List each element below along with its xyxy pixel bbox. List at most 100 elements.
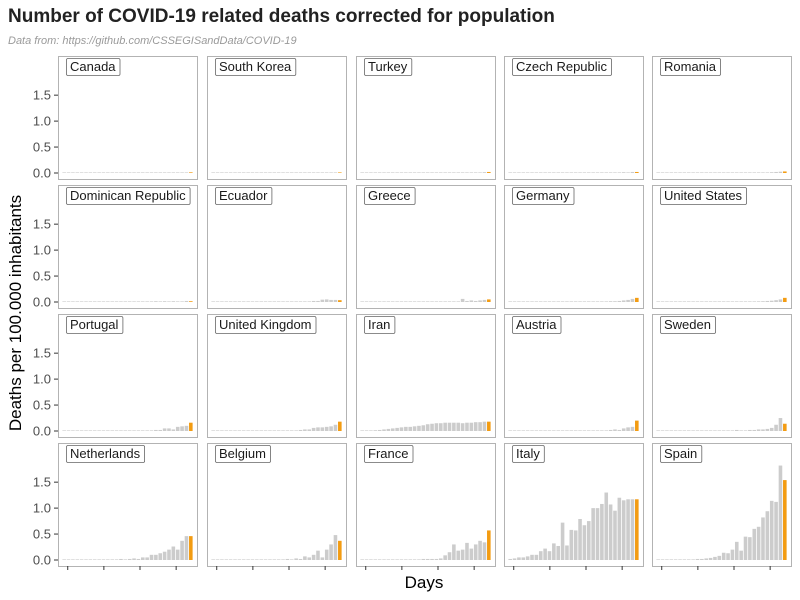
bar: [259, 301, 264, 302]
bar: [399, 172, 404, 173]
panel-label: Canada: [70, 59, 116, 74]
bar: [311, 300, 316, 302]
bar: [578, 172, 582, 173]
bar: [769, 300, 774, 302]
bar: [586, 521, 591, 560]
bar: [708, 172, 713, 173]
bar: [478, 422, 482, 431]
bar: [665, 172, 669, 173]
bar: [228, 301, 233, 302]
bar: [399, 559, 404, 560]
bar: [713, 172, 717, 173]
bar: [525, 430, 530, 431]
bar: [673, 172, 678, 173]
bar: [713, 301, 717, 302]
bar: [669, 172, 674, 173]
bar: [586, 430, 591, 431]
bar: [395, 172, 399, 173]
bar: [228, 172, 233, 173]
bar: [569, 430, 574, 431]
y-tick-label: 1.0: [33, 243, 51, 258]
bar: [66, 172, 71, 173]
bar: [673, 301, 678, 302]
y-tick-label: 0.5: [33, 140, 51, 155]
bar: [469, 172, 474, 173]
bar: [220, 301, 224, 302]
bar: [377, 172, 382, 173]
panel-label: Belgium: [219, 446, 266, 461]
bar: [373, 430, 378, 431]
bar: [765, 172, 770, 173]
bar: [578, 430, 582, 431]
bar: [154, 554, 158, 560]
bar: [756, 526, 761, 560]
panel-label-box: [66, 445, 145, 463]
bar: [752, 429, 757, 431]
bar: [311, 427, 316, 431]
bar: [395, 559, 399, 560]
panel-frame: [504, 185, 644, 309]
bar: [97, 430, 101, 431]
bar: [582, 301, 587, 302]
latest-bar: [487, 421, 491, 431]
bar: [691, 430, 695, 431]
bar: [691, 301, 695, 302]
panel-frame: [356, 443, 496, 567]
bar: [377, 559, 382, 560]
bar: [669, 301, 674, 302]
bar: [695, 430, 700, 431]
bar: [465, 542, 469, 560]
bar: [734, 541, 739, 560]
panel-frame: [504, 56, 644, 180]
bar: [136, 301, 141, 302]
bar: [743, 172, 748, 173]
panel-label-box: [215, 445, 271, 463]
latest-bar: [189, 422, 193, 431]
bar: [669, 559, 674, 560]
bar: [119, 430, 123, 431]
bar: [360, 430, 364, 431]
latest-bar: [783, 480, 787, 560]
panel-label: Romania: [664, 59, 717, 74]
bar: [92, 172, 97, 173]
bar: [171, 429, 176, 431]
bar: [92, 301, 97, 302]
bar: [721, 552, 726, 560]
bar: [268, 559, 272, 560]
bar: [761, 517, 765, 560]
bar: [298, 172, 303, 173]
bar: [438, 558, 443, 560]
chart-subtitle: Data from: https://github.com/CSSEGISand…: [8, 35, 297, 47]
bar: [320, 427, 325, 431]
panel-frame: [504, 314, 644, 438]
bar: [404, 559, 408, 560]
bar: [621, 428, 626, 431]
x-axis-title: Days: [405, 573, 444, 592]
bar: [71, 430, 75, 431]
panel-label-box: [66, 187, 191, 205]
bar: [552, 172, 556, 173]
bar: [246, 301, 250, 302]
bar: [408, 559, 413, 560]
bar: [473, 300, 478, 302]
bar: [101, 172, 106, 173]
bar: [547, 551, 552, 560]
bar: [145, 430, 149, 431]
bar: [669, 430, 674, 431]
bar: [110, 430, 115, 431]
bar: [289, 559, 294, 560]
panel-frame: [207, 443, 347, 567]
bar: [233, 430, 237, 431]
bar: [521, 172, 526, 173]
bar: [79, 559, 84, 560]
bar: [482, 172, 487, 173]
bar: [298, 558, 303, 560]
bar: [369, 172, 373, 173]
bar: [608, 172, 613, 173]
panel-label-box: [512, 316, 562, 334]
bar: [482, 542, 487, 560]
bar: [259, 172, 264, 173]
panel-label: Netherlands: [70, 446, 141, 461]
bar: [430, 172, 434, 173]
